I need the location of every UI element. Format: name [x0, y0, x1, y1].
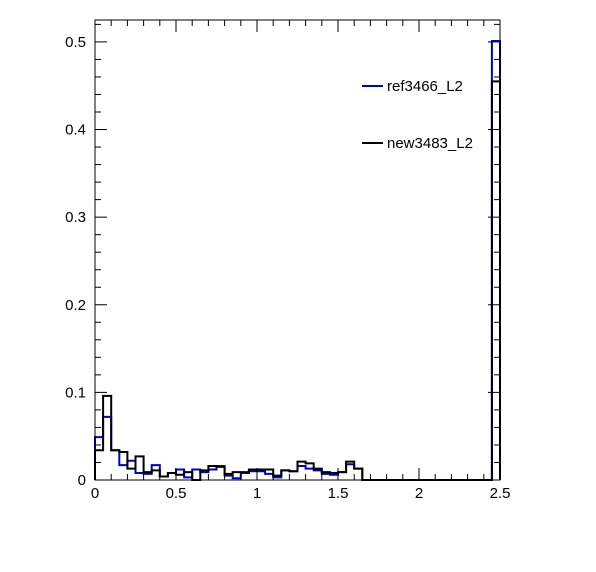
x-tick-label: 1.5 — [328, 485, 349, 502]
x-tick-label: 0.5 — [166, 485, 187, 502]
y-tick-label: 0 — [78, 472, 86, 489]
legend-label-new: new3483_L2 — [387, 135, 473, 152]
plot-frame — [94, 19, 501, 481]
legend: ref3466_L2 new3483_L2 — [362, 78, 473, 152]
y-tick-label: 0.2 — [65, 297, 86, 314]
y-tick-label: 0.1 — [65, 384, 86, 401]
x-tick-label: 0 — [91, 485, 99, 502]
x-tick-label: 2 — [415, 485, 423, 502]
legend-label-ref: ref3466_L2 — [387, 78, 463, 95]
y-tick-label: 0.4 — [65, 122, 86, 139]
x-tick-label: 2.5 — [490, 485, 511, 502]
x-tick-label: 1 — [253, 485, 261, 502]
axes: 0 0.5 1 1.5 2 2.5 0 0.1 0.2 0.3 0.4 0.5 — [65, 20, 510, 502]
y-tick-label: 0.3 — [65, 209, 86, 226]
y-tick-label: 0.5 — [65, 34, 86, 51]
